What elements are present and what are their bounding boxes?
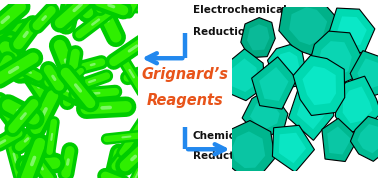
- Polygon shape: [241, 18, 275, 58]
- Polygon shape: [268, 45, 306, 89]
- Text: Chemical: Chemical: [193, 131, 246, 141]
- Polygon shape: [279, 0, 338, 55]
- Polygon shape: [279, 133, 306, 163]
- Polygon shape: [293, 55, 345, 116]
- Polygon shape: [335, 76, 378, 133]
- Text: Grignard’s: Grignard’s: [142, 67, 229, 82]
- Polygon shape: [328, 8, 375, 55]
- Polygon shape: [274, 52, 299, 81]
- Polygon shape: [297, 95, 326, 129]
- Polygon shape: [250, 99, 280, 130]
- Polygon shape: [350, 51, 378, 100]
- Polygon shape: [350, 116, 378, 161]
- Polygon shape: [336, 16, 367, 47]
- Polygon shape: [343, 86, 372, 123]
- Polygon shape: [247, 24, 270, 50]
- Polygon shape: [273, 125, 314, 172]
- Text: Reduction: Reduction: [193, 151, 252, 161]
- Polygon shape: [289, 7, 327, 45]
- Polygon shape: [322, 118, 359, 162]
- Polygon shape: [242, 91, 288, 139]
- Polygon shape: [232, 131, 265, 168]
- Text: Reduction: Reduction: [193, 27, 252, 37]
- Polygon shape: [318, 41, 352, 76]
- Text: Reagents: Reagents: [147, 93, 224, 108]
- Polygon shape: [224, 120, 275, 177]
- Polygon shape: [288, 87, 334, 140]
- Polygon shape: [358, 124, 378, 153]
- Polygon shape: [302, 66, 336, 105]
- Polygon shape: [231, 58, 257, 92]
- Polygon shape: [259, 67, 288, 101]
- Text: Electrochemical: Electrochemical: [193, 5, 287, 15]
- Polygon shape: [357, 58, 378, 90]
- Polygon shape: [309, 31, 361, 85]
- Polygon shape: [252, 57, 297, 109]
- Polygon shape: [327, 126, 351, 155]
- Polygon shape: [224, 49, 265, 101]
